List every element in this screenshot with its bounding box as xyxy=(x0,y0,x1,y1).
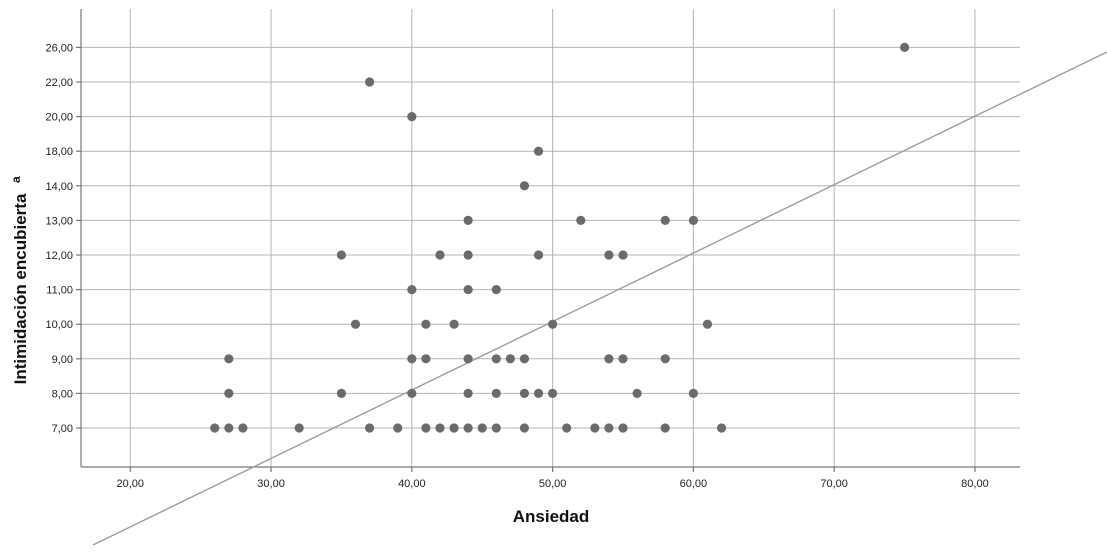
data-point xyxy=(463,388,473,398)
x-tick-label: 30,00 xyxy=(257,478,285,490)
y-axis-title-superscript: a xyxy=(9,176,23,183)
x-tick-label: 50,00 xyxy=(539,478,567,490)
y-tick-label: 22,00 xyxy=(45,77,73,89)
data-point xyxy=(562,423,572,433)
data-point xyxy=(660,215,670,225)
x-tick-label: 80,00 xyxy=(961,478,989,490)
data-point xyxy=(576,215,586,225)
data-point xyxy=(519,354,530,364)
y-tick-label: 10,00 xyxy=(45,319,73,331)
data-point xyxy=(716,423,727,433)
data-point xyxy=(604,423,614,433)
point-layer xyxy=(210,42,910,433)
data-point xyxy=(435,423,445,433)
data-point xyxy=(618,250,628,260)
data-point xyxy=(505,354,515,364)
data-point xyxy=(491,423,501,433)
data-point xyxy=(238,423,248,433)
data-point xyxy=(519,423,530,433)
reference-line-layer xyxy=(92,51,1107,546)
data-point xyxy=(463,423,473,433)
data-point xyxy=(660,423,670,433)
data-point xyxy=(463,215,473,225)
data-point xyxy=(393,423,403,433)
data-point xyxy=(533,146,544,156)
data-point xyxy=(407,354,417,364)
data-point xyxy=(449,319,459,329)
data-point xyxy=(590,423,600,433)
axis-layer xyxy=(76,9,1020,472)
x-tick-label: 40,00 xyxy=(398,478,426,490)
data-point xyxy=(688,215,698,225)
data-point xyxy=(604,250,614,260)
data-point xyxy=(702,319,713,329)
y-tick-label: 18,00 xyxy=(45,146,73,158)
data-point xyxy=(336,388,347,398)
y-axis-title-group: Intimidación encubierta a xyxy=(9,176,30,384)
data-point xyxy=(294,423,304,433)
data-point xyxy=(519,388,530,398)
data-point xyxy=(421,423,431,433)
x-axis-title: Ansiedad xyxy=(513,507,590,526)
y-tick-label: 8,00 xyxy=(52,388,73,400)
grid-layer xyxy=(81,9,1020,467)
y-tick-label: 20,00 xyxy=(45,112,73,124)
data-point xyxy=(491,354,501,364)
data-point xyxy=(548,319,558,329)
data-point xyxy=(491,285,501,295)
data-point xyxy=(463,250,473,260)
data-point xyxy=(604,354,614,364)
data-point xyxy=(533,250,544,260)
y-tick-label: 11,00 xyxy=(46,285,73,297)
data-point xyxy=(688,388,698,398)
data-point xyxy=(449,423,459,433)
data-point xyxy=(350,319,361,329)
data-point xyxy=(224,423,234,433)
x-tick-label: 60,00 xyxy=(680,478,708,490)
y-tick-label: 7,00 xyxy=(52,423,73,435)
y-tick-label: 13,00 xyxy=(45,215,73,227)
data-point xyxy=(407,285,417,295)
reference-line xyxy=(92,51,1107,546)
y-axis-title: Intimidación encubierta xyxy=(11,193,30,384)
data-point xyxy=(632,388,642,398)
data-point xyxy=(548,388,558,398)
data-point xyxy=(618,423,628,433)
x-tick-label: 70,00 xyxy=(820,478,848,490)
y-tick-label: 9,00 xyxy=(52,354,73,366)
data-point xyxy=(463,354,473,364)
y-tick-label: 26,00 xyxy=(45,42,73,54)
tick-label-layer: 20,00 30,00 40,00 50,00 60,00 70,00 80,00 7,00 8… xyxy=(45,42,988,490)
data-point xyxy=(224,388,234,398)
data-point xyxy=(421,319,431,329)
data-point xyxy=(421,354,431,364)
data-point xyxy=(364,423,375,433)
data-point xyxy=(364,77,375,87)
y-tick-label: 14,00 xyxy=(45,181,73,193)
data-point xyxy=(210,423,220,433)
data-point xyxy=(899,42,910,53)
data-point xyxy=(435,250,445,260)
data-point xyxy=(463,285,473,295)
data-point xyxy=(336,250,347,260)
data-point xyxy=(477,423,487,433)
data-point xyxy=(519,181,530,191)
y-tick-label: 12,00 xyxy=(45,250,73,262)
data-point xyxy=(407,112,417,122)
data-point xyxy=(224,354,234,364)
data-point xyxy=(491,388,501,398)
data-point xyxy=(618,354,628,364)
x-tick-label: 20,00 xyxy=(117,478,145,490)
data-point xyxy=(407,388,417,398)
data-point xyxy=(660,354,670,364)
data-point xyxy=(533,388,544,398)
